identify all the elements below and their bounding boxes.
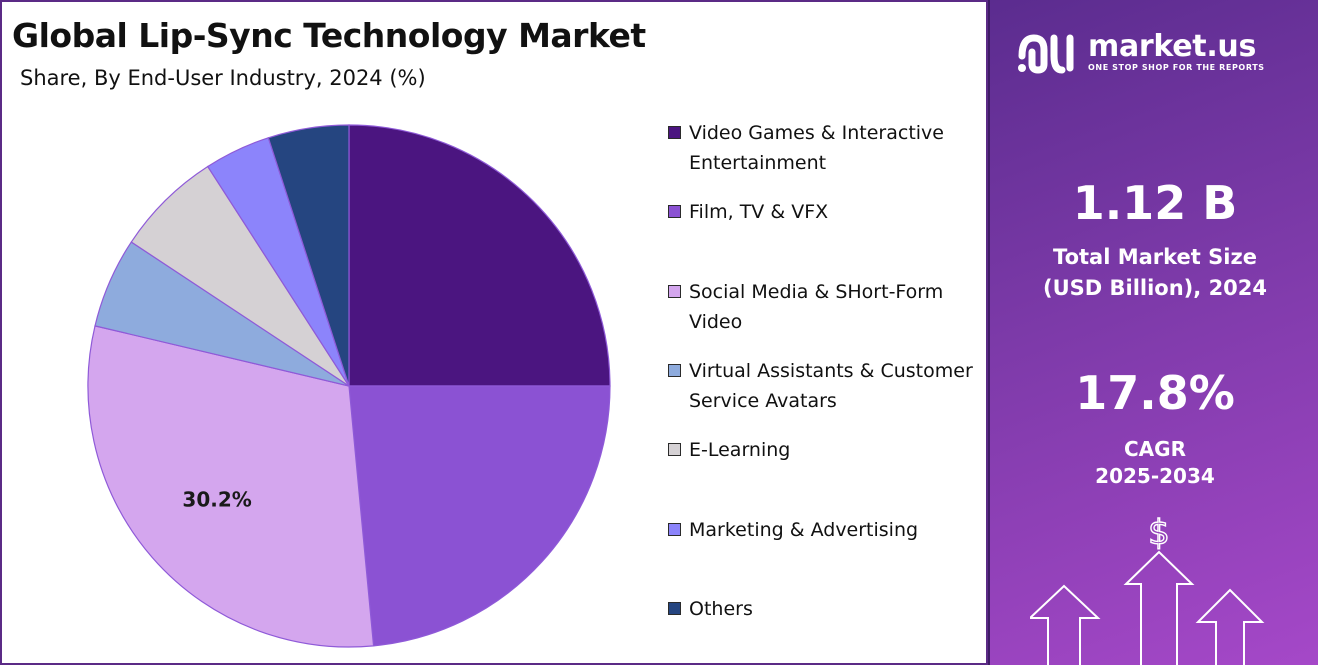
- chart-title: Global Lip-Sync Technology Market: [12, 16, 646, 55]
- legend-item: E-Learning: [668, 437, 979, 465]
- legend-item: Marketing & Advertising: [668, 517, 979, 545]
- market-size-value: 1.12 B: [1072, 176, 1238, 230]
- logo-tagline: ONE STOP SHOP FOR THE REPORTS: [1088, 62, 1265, 72]
- pie-data-label: 30.2%: [182, 487, 251, 511]
- legend-item: Video Games & Interactive Entertainment: [668, 120, 979, 178]
- pie-slice: [130, 165, 350, 387]
- legend-swatch: [668, 205, 681, 218]
- growth-arrows-icon: $: [1030, 512, 1265, 665]
- legend-swatch: [668, 523, 681, 536]
- brand-logo: market.us ONE STOP SHOP FOR THE REPORTS: [1016, 26, 1265, 76]
- logo-name: market.us: [1088, 28, 1257, 64]
- legend-label: Others: [689, 598, 753, 620]
- market-us-logo-icon: [1018, 34, 1074, 74]
- legend-label: Film, TV & VFX: [689, 201, 829, 223]
- market-size-label-line1: Total Market Size: [1053, 245, 1257, 269]
- cagr-label: CAGR: [1124, 437, 1186, 461]
- legend-swatch: [668, 364, 681, 377]
- pie-slice: [87, 325, 375, 648]
- pie-slice: [348, 124, 611, 387]
- cagr-value: 17.8%: [1075, 366, 1235, 420]
- legend-item: Others: [668, 596, 979, 624]
- legend-item: Social Media & SHort-Form Video: [668, 279, 979, 337]
- market-size-label-line2: (USD Billion), 2024: [1042, 276, 1268, 300]
- chart-subtitle: Share, By End-User Industry, 2024 (%): [20, 66, 426, 90]
- legend-swatch: [668, 602, 681, 615]
- legend-item: Virtual Assistants & Customer Service Av…: [668, 358, 979, 416]
- legend-label: E-Learning: [689, 439, 791, 461]
- legend-label: Video Games & Interactive Entertainment: [689, 122, 944, 174]
- dollar-icon: $: [1148, 513, 1170, 553]
- legend-label: Social Media & SHort-Form Video: [689, 281, 944, 333]
- legend-item: Film, TV & VFX: [668, 199, 979, 227]
- legend-swatch: [668, 126, 681, 139]
- cagr-period: 2025-2034: [1095, 464, 1215, 488]
- pie-slice: [348, 385, 611, 647]
- legend-swatch: [668, 443, 681, 456]
- legend-label: Marketing & Advertising: [689, 519, 919, 541]
- legend-label: Virtual Assistants & Customer Service Av…: [689, 360, 973, 412]
- legend-swatch: [668, 285, 681, 298]
- pie-chart: 30.2%: [87, 124, 611, 648]
- summary-panel: market.us ONE STOP SHOP FOR THE REPORTS …: [988, 0, 1318, 665]
- pie-slice: [267, 124, 350, 387]
- chart-panel: Global Lip-Sync Technology Market Share,…: [0, 0, 988, 665]
